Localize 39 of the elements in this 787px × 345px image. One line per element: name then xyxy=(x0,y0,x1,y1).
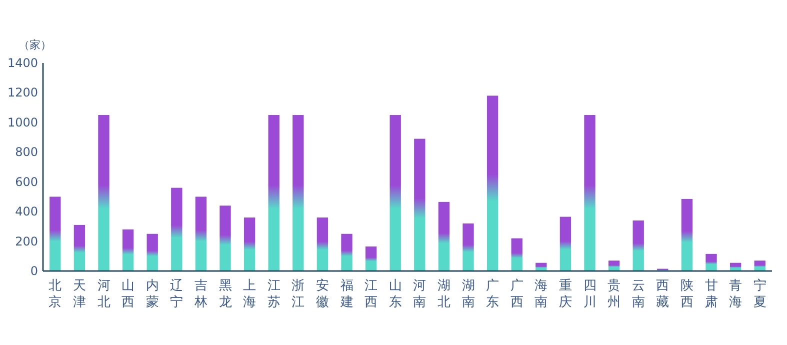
y-tick-label: 1000 xyxy=(7,115,38,130)
x-tick-label: 青海 xyxy=(729,278,742,310)
x-tick-label: 吉林 xyxy=(193,278,208,310)
x-tick-label: 宁夏 xyxy=(753,278,766,310)
x-tick-label: 海南 xyxy=(534,278,548,310)
x-tick-label: 山东 xyxy=(388,278,402,310)
x-tick-label: 江西 xyxy=(364,278,378,310)
x-tick-label: 福建 xyxy=(339,278,354,310)
x-tick-label: 陕西 xyxy=(680,278,694,310)
x-tick-label: 山西 xyxy=(122,278,135,310)
x-tick-label: 湖南 xyxy=(462,278,475,310)
x-tick-label: 北京 xyxy=(48,278,62,310)
x-tick-label: 上海 xyxy=(243,278,256,310)
y-tick-label: 400 xyxy=(15,204,38,219)
x-tick-label: 内蒙 xyxy=(146,278,159,310)
y-axis-title: （家） xyxy=(18,38,52,52)
x-tick-label: 天津 xyxy=(72,278,86,310)
x-tick-label: 重庆 xyxy=(558,278,572,310)
x-tick-label: 贵州 xyxy=(608,278,621,310)
x-tick-label: 四川 xyxy=(583,278,596,310)
x-tick-label: 黑龙 xyxy=(218,278,232,310)
x-tick-label: 安徽 xyxy=(316,278,329,310)
y-tick-label: 200 xyxy=(15,234,38,248)
x-tick-label: 广东 xyxy=(486,278,500,310)
x-tick-label: 甘肃 xyxy=(704,278,718,310)
x-tick-label: 湖北 xyxy=(437,278,450,310)
y-tick-label: 600 xyxy=(15,174,38,189)
x-tick-label: 江苏 xyxy=(267,278,280,310)
y-tick-label: 1200 xyxy=(7,86,38,100)
x-tick-label: 浙江 xyxy=(292,278,305,310)
x-tick-label: 西藏 xyxy=(656,278,670,310)
y-tick-label: 1400 xyxy=(7,56,38,70)
x-tick-label: 云南 xyxy=(632,278,645,310)
x-tick-label: 河南 xyxy=(413,278,426,310)
y-tick-label: 800 xyxy=(15,145,38,160)
y-tick-label: 0 xyxy=(30,264,38,278)
x-tick-label: 辽宁 xyxy=(170,278,184,310)
x-tick-label: 广西 xyxy=(510,278,524,310)
x-tick-label: 河北 xyxy=(97,278,110,310)
